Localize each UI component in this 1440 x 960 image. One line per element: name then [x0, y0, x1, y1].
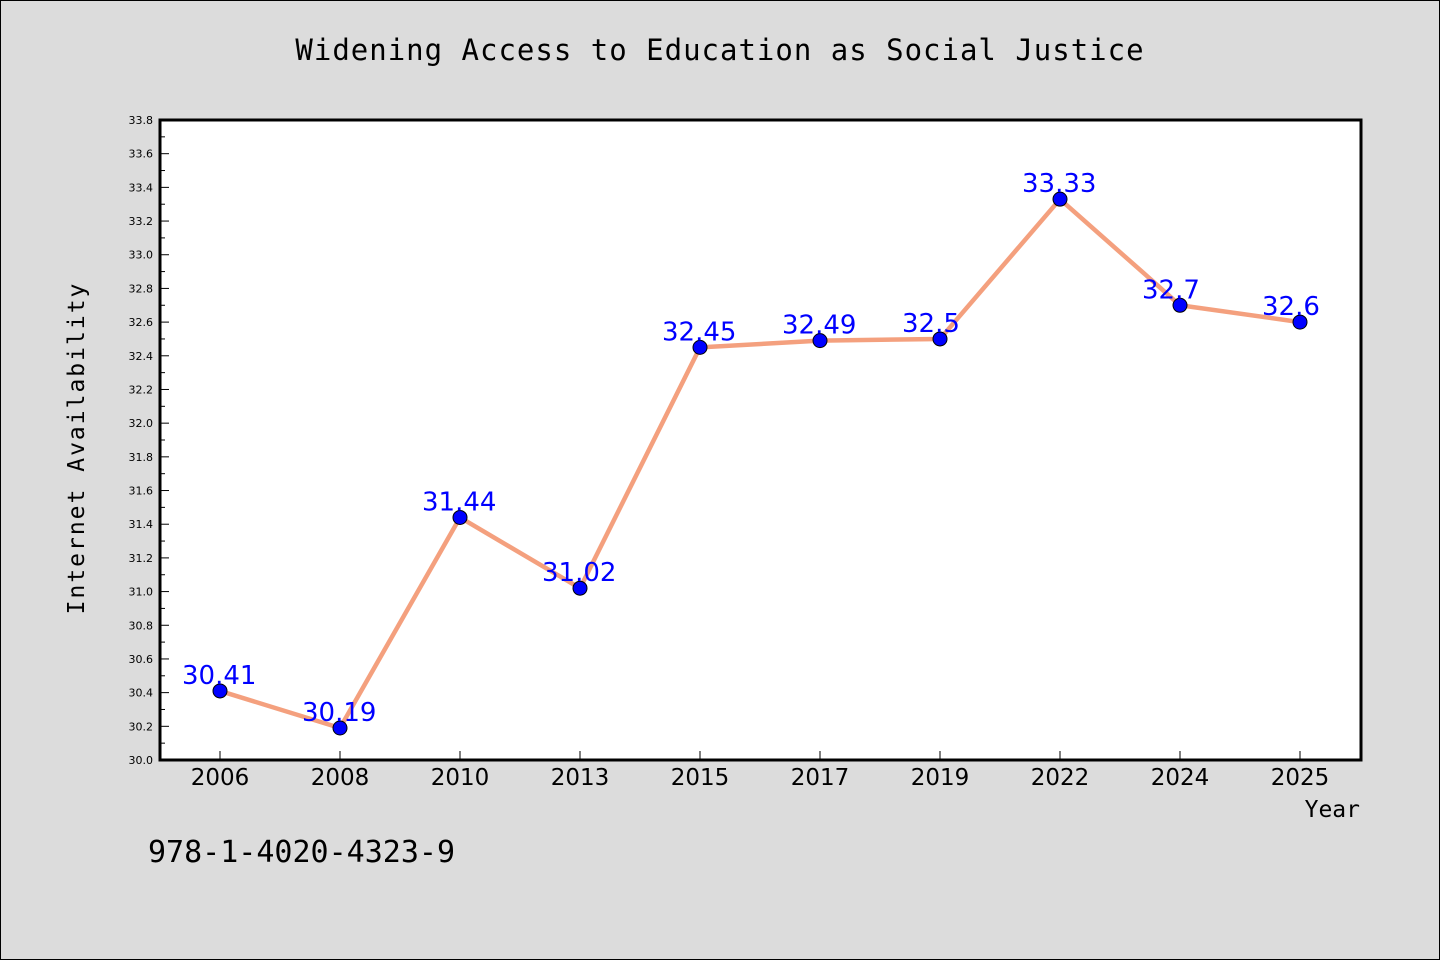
chart-title: Widening Access to Education as Social J…: [295, 33, 1145, 67]
data-label: 32.5: [902, 309, 960, 339]
data-point: [1052, 191, 1068, 207]
x-tick-label: 2010: [431, 765, 490, 791]
y-tick-label: 30.0: [129, 754, 154, 767]
y-tick-label: 33.0: [129, 249, 154, 262]
y-tick-label: 30.4: [129, 687, 154, 700]
data-point: [332, 720, 348, 736]
y-tick-label: 33.8: [129, 114, 154, 127]
y-tick-label: 31.4: [129, 518, 154, 531]
isbn-text: 978-1-4020-4323-9: [148, 835, 456, 870]
data-label: 32.7: [1142, 275, 1200, 305]
data-point: [572, 580, 588, 596]
data-point: [1172, 297, 1188, 313]
x-tick-label: 2013: [551, 765, 610, 791]
data-point: [452, 509, 468, 525]
data-label: 31.44: [422, 487, 496, 517]
y-tick-label: 30.6: [129, 653, 154, 666]
data-point: [932, 331, 948, 347]
data-point: [692, 339, 708, 355]
x-tick-label: 2025: [1271, 765, 1330, 791]
x-tick-label: 2006: [191, 765, 250, 791]
data-label: 33.33: [1022, 169, 1096, 199]
data-label: 32.6: [1262, 292, 1320, 322]
y-tick-label: 30.8: [129, 619, 154, 632]
x-tick-label: 2019: [911, 765, 970, 791]
data-label: 30.41: [182, 661, 256, 691]
data-label: 32.45: [662, 317, 736, 347]
y-tick-label: 32.6: [129, 316, 154, 329]
x-axis-label: Year: [1304, 797, 1360, 823]
y-tick-label: 32.4: [129, 350, 154, 363]
y-tick-label: 30.2: [129, 720, 154, 733]
x-tick-label: 2017: [791, 765, 850, 791]
y-tick-label: 31.8: [129, 451, 154, 464]
series-line: [219, 196, 1301, 731]
data-label: 31.02: [542, 558, 616, 588]
x-tick-label: 2015: [671, 765, 730, 791]
data-label: 32.49: [782, 311, 856, 341]
y-tick-label: 31.2: [129, 552, 154, 565]
y-tick-label: 32.2: [129, 383, 154, 396]
data-label: 30.19: [302, 698, 376, 728]
y-tick-label: 31.0: [129, 586, 154, 599]
y-tick-label: 33.4: [129, 181, 154, 194]
y-tick-label: 33.6: [129, 148, 154, 161]
x-tick-label: 2008: [311, 765, 370, 791]
y-tick-label: 33.2: [129, 215, 154, 228]
y-tick-label: 32.8: [129, 282, 154, 295]
data-point: [1292, 314, 1308, 330]
y-tick-label: 32.0: [129, 417, 154, 430]
data-point: [212, 683, 228, 699]
data-point: [812, 333, 828, 349]
plot-area: [158, 118, 1363, 762]
x-tick-label: 2024: [1151, 765, 1210, 791]
y-tick-label: 31.6: [129, 485, 154, 498]
x-tick-label: 2022: [1031, 765, 1090, 791]
